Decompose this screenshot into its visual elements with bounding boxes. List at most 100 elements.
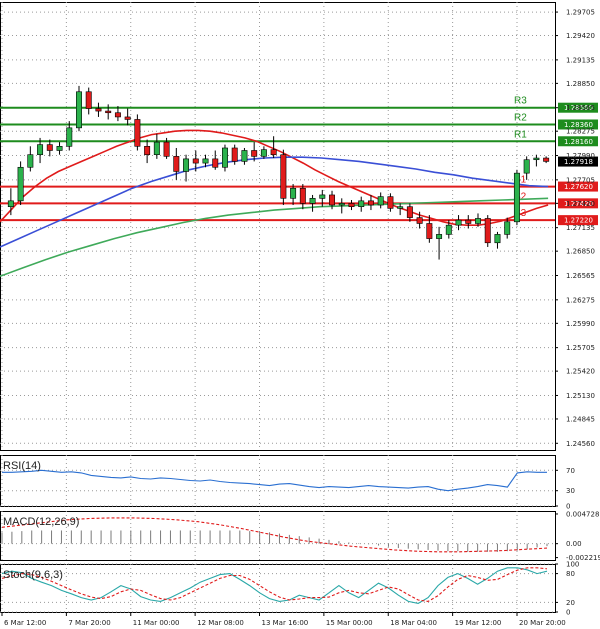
candle-bear [484, 218, 491, 244]
level-name-r3: R3 [514, 96, 527, 107]
candle-bear [387, 196, 394, 209]
price-tick-label: 1.29420 [566, 32, 595, 40]
price-tick-label: 1.25420 [566, 368, 595, 376]
price-tick-label: 1.26565 [566, 272, 595, 280]
candle-bull [475, 218, 481, 224]
candle-bear [329, 194, 336, 206]
candle-bull [533, 157, 540, 161]
stoch-tick-label: 0 [566, 609, 570, 617]
candle-bull [358, 200, 365, 208]
candle-bear [192, 158, 199, 164]
level-price-label: 1.28360 [564, 121, 593, 129]
rsi-tick-label: 30 [566, 487, 575, 495]
pane-frame-stoch [0, 564, 556, 613]
x-tick-label: 13 Mar 16:00 [262, 619, 309, 627]
candle-bull [27, 154, 34, 168]
candle-bear [416, 217, 423, 224]
candle-bull [309, 198, 316, 204]
macd-tick-label: 0.00 [566, 540, 582, 548]
candle-bull [523, 159, 530, 174]
price-tick-label: 1.27705 [566, 176, 595, 184]
macd-tick-label: 0.004728 [566, 510, 599, 518]
candle-bull [66, 127, 73, 147]
x-tick-label: 15 Mar 00:00 [326, 619, 373, 627]
stoch-line-1 [1, 567, 548, 604]
candle-bull [290, 187, 297, 199]
pane-frame-macd [0, 511, 556, 561]
candle-bear [270, 149, 277, 155]
price-tick-label: 1.25990 [566, 320, 595, 328]
candle-bear [173, 156, 180, 172]
level-price-box [558, 198, 598, 209]
x-tick-label: 6 Mar 12:00 [4, 619, 46, 627]
price-tick-label: 1.24560 [566, 440, 595, 448]
candle-bear [212, 158, 219, 168]
candle-bull [183, 158, 190, 172]
candle-bull [445, 224, 452, 235]
candle-bull [338, 203, 345, 206]
macd-line-1 [1, 517, 548, 553]
candle-bear [105, 110, 112, 114]
candle-bear [280, 154, 287, 199]
x-tick-label: 7 Mar 20:00 [68, 619, 110, 627]
moving-average-line-3 [0, 197, 549, 278]
level-name-r2: R2 [514, 112, 527, 123]
candle-bull [153, 141, 160, 155]
candle-bull [455, 219, 462, 226]
candle-bull [202, 158, 209, 164]
x-tick-label: 11 Mar 00:00 [133, 619, 180, 627]
candle-bull [397, 206, 404, 209]
candle-bear [426, 223, 433, 239]
candle-bull [76, 91, 82, 129]
current-price-label: 1.27918 [564, 158, 593, 166]
price-tick-label: 1.26275 [566, 296, 595, 304]
candle-bull [494, 234, 501, 244]
pane-frame-price [0, 2, 556, 451]
level-price-box [558, 215, 598, 226]
level-price-label: 1.28560 [564, 104, 593, 112]
rsi-tick-label: 0 [566, 503, 570, 511]
candle-bull [513, 172, 520, 223]
price-tick-label: 1.25705 [566, 344, 595, 352]
candle-bear [114, 112, 121, 118]
stoch-line-2 [1, 567, 548, 602]
candle-bear [144, 145, 151, 155]
candle-bull [56, 145, 63, 151]
level-price-label: 1.28160 [564, 138, 593, 146]
candle-bear [231, 147, 238, 162]
x-tick-label: 18 Mar 04:00 [390, 619, 437, 627]
price-tick-label: 1.27990 [566, 152, 595, 160]
stoch-tick-label: 80 [566, 570, 575, 578]
price-tick-label: 1.25130 [566, 392, 595, 400]
candle-bear [543, 157, 550, 162]
candle-bull [504, 221, 511, 235]
candle-bear [124, 116, 131, 120]
level-price-box [558, 181, 598, 192]
rsi-title: RSI(14) [3, 460, 41, 472]
candle-bear [406, 206, 413, 218]
macd-title: MACD(12,26,9) [3, 516, 79, 528]
price-tick-label: 1.28275 [566, 128, 595, 136]
candle-bull [7, 200, 14, 208]
price-tick-label: 1.24845 [566, 415, 595, 423]
candle-bear [95, 108, 102, 112]
candle-bull [260, 149, 267, 157]
level-name-s2: S2 [514, 191, 527, 202]
price-tick-label: 1.28565 [566, 104, 595, 112]
stoch-tick-label: 20 [566, 599, 575, 607]
level-price-box [558, 102, 598, 113]
level-name-s1: S1 [514, 175, 527, 186]
x-tick-label: 20 Mar 20:00 [519, 619, 566, 627]
candle-bear [367, 200, 374, 206]
rsi-tick-label: 70 [566, 467, 575, 475]
candle-bear [465, 219, 472, 224]
candle-bull [221, 147, 228, 168]
price-tick-label: 1.26850 [566, 248, 595, 256]
price-tick-label: 1.29135 [566, 56, 595, 64]
x-tick-label: 19 Mar 12:00 [455, 619, 502, 627]
x-tick-label: 12 Mar 08:00 [197, 619, 244, 627]
candle-bear [163, 141, 170, 157]
pane-frame-rsi [0, 455, 556, 507]
price-tick-label: 1.28850 [566, 80, 595, 88]
